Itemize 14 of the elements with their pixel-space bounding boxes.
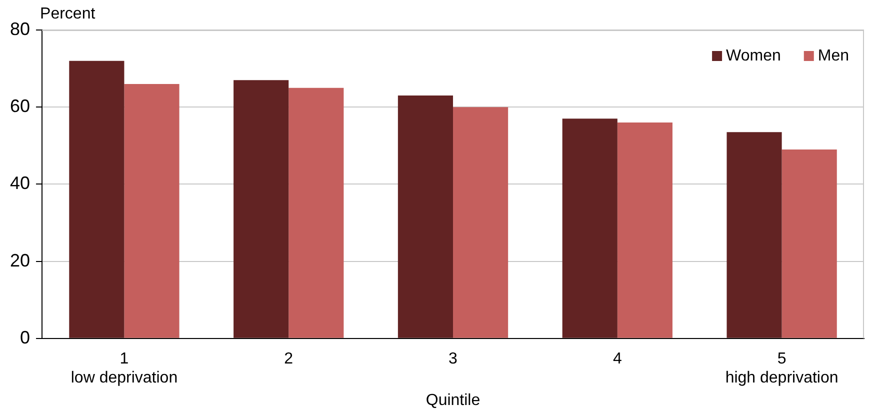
y-tick-label: 40 <box>10 173 30 194</box>
y-tick-label: 80 <box>10 18 30 39</box>
x-axis-title: Quintile <box>426 392 480 409</box>
y-tick-label: 60 <box>10 96 30 116</box>
x-tick-label: 5 high deprivation <box>725 350 838 387</box>
x-tick-label: 1 low deprivation <box>70 350 178 387</box>
y-axis-title: Percent <box>40 5 96 22</box>
y-tick-label: 0 <box>20 327 30 348</box>
x-tick-label: 2 <box>284 350 294 368</box>
legend-label: Women <box>726 47 781 64</box>
x-tick-label: 3 <box>448 350 458 368</box>
x-tick-label: 4 <box>612 350 622 368</box>
y-tick-label: 20 <box>10 250 30 270</box>
legend-label: Men <box>818 47 849 64</box>
